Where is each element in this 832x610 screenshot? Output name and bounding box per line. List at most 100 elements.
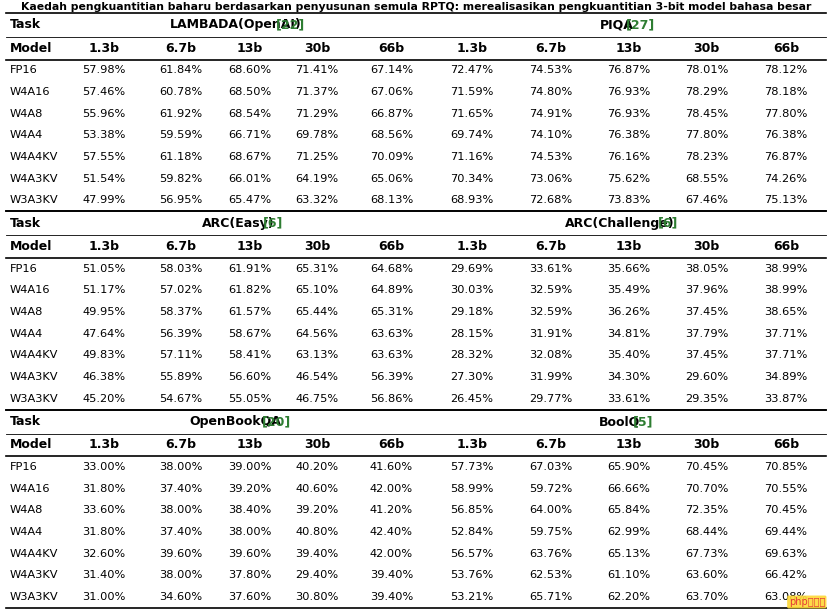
Text: 42.40%: 42.40% — [370, 527, 413, 537]
Text: 70.45%: 70.45% — [686, 462, 728, 472]
Text: 39.20%: 39.20% — [295, 506, 339, 515]
Text: 51.05%: 51.05% — [82, 264, 126, 274]
Text: [6]: [6] — [264, 217, 284, 230]
Text: 74.10%: 74.10% — [529, 131, 572, 140]
Text: 29.60%: 29.60% — [686, 372, 728, 382]
Text: 33.00%: 33.00% — [82, 462, 126, 472]
Text: [6]: [6] — [658, 217, 678, 230]
Text: 68.50%: 68.50% — [228, 87, 271, 97]
Text: 70.85%: 70.85% — [765, 462, 808, 472]
Text: 31.40%: 31.40% — [82, 570, 126, 581]
Text: 65.10%: 65.10% — [295, 285, 339, 295]
Text: 65.90%: 65.90% — [607, 462, 651, 472]
Text: 38.65%: 38.65% — [765, 307, 808, 317]
Text: 29.77%: 29.77% — [529, 394, 572, 404]
Text: 59.59%: 59.59% — [159, 131, 203, 140]
Text: W4A4KV: W4A4KV — [10, 152, 58, 162]
Text: 58.99%: 58.99% — [450, 484, 493, 493]
Text: ARC(Challenge): ARC(Challenge) — [565, 217, 675, 230]
Text: Task: Task — [10, 217, 41, 230]
Text: W4A4: W4A4 — [10, 329, 43, 339]
Text: 65.13%: 65.13% — [607, 549, 651, 559]
Text: Task: Task — [10, 415, 41, 428]
Text: 74.53%: 74.53% — [529, 65, 572, 76]
Text: 28.32%: 28.32% — [450, 351, 493, 361]
Text: 78.18%: 78.18% — [765, 87, 808, 97]
Text: 35.40%: 35.40% — [607, 351, 651, 361]
Text: 65.06%: 65.06% — [370, 174, 413, 184]
Text: 78.45%: 78.45% — [686, 109, 728, 119]
Text: 57.02%: 57.02% — [159, 285, 202, 295]
Text: 61.91%: 61.91% — [228, 264, 271, 274]
Text: 76.38%: 76.38% — [607, 131, 651, 140]
Text: 61.10%: 61.10% — [607, 570, 651, 581]
Text: 66.66%: 66.66% — [607, 484, 651, 493]
Text: 68.13%: 68.13% — [370, 195, 414, 206]
Text: 39.60%: 39.60% — [159, 549, 202, 559]
Text: php中文网: php中文网 — [789, 597, 825, 607]
Text: 36.26%: 36.26% — [607, 307, 651, 317]
Text: 32.08%: 32.08% — [529, 351, 572, 361]
Text: 49.95%: 49.95% — [82, 307, 126, 317]
Text: 61.92%: 61.92% — [160, 109, 202, 119]
Text: 26.45%: 26.45% — [450, 394, 493, 404]
Text: 74.53%: 74.53% — [529, 152, 572, 162]
Text: 63.32%: 63.32% — [295, 195, 339, 206]
Text: 29.18%: 29.18% — [450, 307, 493, 317]
Text: Model: Model — [10, 240, 52, 253]
Text: 30.03%: 30.03% — [450, 285, 493, 295]
Text: 47.99%: 47.99% — [82, 195, 126, 206]
Text: 71.25%: 71.25% — [295, 152, 339, 162]
Text: 47.64%: 47.64% — [82, 329, 126, 339]
Text: 78.01%: 78.01% — [685, 65, 729, 76]
Text: 75.62%: 75.62% — [607, 174, 651, 184]
Text: 38.00%: 38.00% — [159, 506, 203, 515]
Text: 6.7b: 6.7b — [535, 41, 567, 55]
Text: 32.59%: 32.59% — [529, 307, 572, 317]
Text: [22]: [22] — [275, 18, 305, 32]
Text: 64.00%: 64.00% — [529, 506, 572, 515]
Text: W4A4: W4A4 — [10, 527, 43, 537]
Text: 39.00%: 39.00% — [228, 462, 272, 472]
Text: 65.84%: 65.84% — [607, 506, 651, 515]
Text: 64.19%: 64.19% — [295, 174, 339, 184]
Text: 58.37%: 58.37% — [159, 307, 203, 317]
Text: 38.00%: 38.00% — [228, 527, 272, 537]
Text: 63.70%: 63.70% — [686, 592, 728, 602]
Text: 37.71%: 37.71% — [765, 351, 808, 361]
Text: 56.39%: 56.39% — [370, 372, 414, 382]
Text: 53.38%: 53.38% — [82, 131, 126, 140]
Text: 1.3b: 1.3b — [456, 439, 488, 451]
Text: 77.80%: 77.80% — [685, 131, 729, 140]
Text: 66b: 66b — [773, 240, 799, 253]
Text: 62.53%: 62.53% — [529, 570, 572, 581]
Text: 74.91%: 74.91% — [529, 109, 572, 119]
Text: 35.49%: 35.49% — [607, 285, 651, 295]
Text: 67.14%: 67.14% — [370, 65, 413, 76]
Text: 30.80%: 30.80% — [295, 592, 339, 602]
Text: W3A3KV: W3A3KV — [10, 195, 58, 206]
Text: 76.93%: 76.93% — [607, 87, 651, 97]
Text: W4A4KV: W4A4KV — [10, 549, 58, 559]
Text: 56.86%: 56.86% — [370, 394, 413, 404]
Text: 64.89%: 64.89% — [370, 285, 413, 295]
Text: 65.31%: 65.31% — [370, 307, 414, 317]
Text: [5]: [5] — [633, 415, 654, 428]
Text: 38.99%: 38.99% — [765, 264, 808, 274]
Text: 58.41%: 58.41% — [228, 351, 271, 361]
Text: 1.3b: 1.3b — [456, 41, 488, 55]
Text: 69.44%: 69.44% — [765, 527, 807, 537]
Text: LAMBADA(OpenAI): LAMBADA(OpenAI) — [170, 18, 302, 32]
Text: 76.38%: 76.38% — [765, 131, 808, 140]
Text: 38.05%: 38.05% — [685, 264, 729, 274]
Text: 68.67%: 68.67% — [229, 152, 271, 162]
Text: 63.76%: 63.76% — [529, 549, 572, 559]
Text: 69.78%: 69.78% — [295, 131, 339, 140]
Text: 27.30%: 27.30% — [450, 372, 493, 382]
Text: 38.40%: 38.40% — [228, 506, 271, 515]
Text: 34.81%: 34.81% — [607, 329, 651, 339]
Text: 63.13%: 63.13% — [295, 351, 339, 361]
Text: W4A16: W4A16 — [10, 285, 51, 295]
Text: 59.82%: 59.82% — [159, 174, 202, 184]
Text: 1.3b: 1.3b — [88, 240, 120, 253]
